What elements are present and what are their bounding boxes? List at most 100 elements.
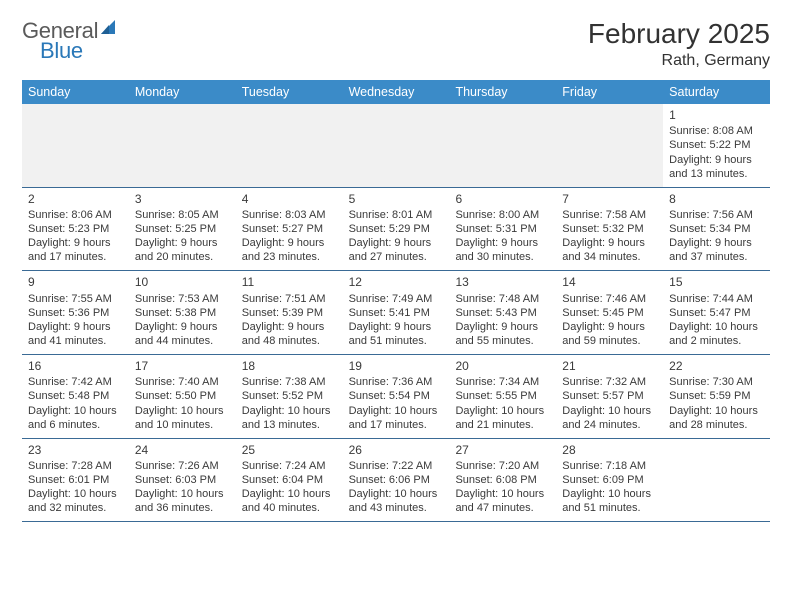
logo-text: General Blue	[22, 18, 119, 70]
day-sunset: Sunset: 5:55 PM	[455, 389, 550, 403]
day-cell: 25Sunrise: 7:24 AMSunset: 6:04 PMDayligh…	[236, 439, 343, 522]
day-number: 5	[349, 190, 444, 208]
day-number: 19	[349, 357, 444, 375]
day-number: 8	[669, 190, 764, 208]
weekday-header: Tuesday	[236, 80, 343, 104]
day-cell: 7Sunrise: 7:58 AMSunset: 5:32 PMDaylight…	[556, 188, 663, 271]
day-sunset: Sunset: 5:39 PM	[242, 306, 337, 320]
day-number: 25	[242, 441, 337, 459]
day-sunrise: Sunrise: 7:36 AM	[349, 375, 444, 389]
day-number: 20	[455, 357, 550, 375]
day-dl1: Daylight: 9 hours	[28, 320, 123, 334]
day-dl2: and 47 minutes.	[455, 501, 550, 515]
day-dl1: Daylight: 10 hours	[28, 487, 123, 501]
day-dl1: Daylight: 9 hours	[669, 153, 764, 167]
day-sunset: Sunset: 5:54 PM	[349, 389, 444, 403]
day-dl1: Daylight: 9 hours	[669, 236, 764, 250]
day-sunset: Sunset: 6:01 PM	[28, 473, 123, 487]
day-number: 22	[669, 357, 764, 375]
day-cell: 26Sunrise: 7:22 AMSunset: 6:06 PMDayligh…	[343, 439, 450, 522]
day-cell: 16Sunrise: 7:42 AMSunset: 5:48 PMDayligh…	[22, 355, 129, 438]
day-cell-empty	[556, 104, 663, 187]
day-cell: 23Sunrise: 7:28 AMSunset: 6:01 PMDayligh…	[22, 439, 129, 522]
day-dl1: Daylight: 10 hours	[349, 404, 444, 418]
day-dl1: Daylight: 9 hours	[135, 320, 230, 334]
day-dl2: and 41 minutes.	[28, 334, 123, 348]
day-cell: 18Sunrise: 7:38 AMSunset: 5:52 PMDayligh…	[236, 355, 343, 438]
day-sunset: Sunset: 6:09 PM	[562, 473, 657, 487]
day-sunrise: Sunrise: 7:24 AM	[242, 459, 337, 473]
day-dl1: Daylight: 9 hours	[242, 320, 337, 334]
day-cell: 6Sunrise: 8:00 AMSunset: 5:31 PMDaylight…	[449, 188, 556, 271]
day-cell: 15Sunrise: 7:44 AMSunset: 5:47 PMDayligh…	[663, 271, 770, 354]
day-number: 23	[28, 441, 123, 459]
day-sunset: Sunset: 6:03 PM	[135, 473, 230, 487]
day-cell: 27Sunrise: 7:20 AMSunset: 6:08 PMDayligh…	[449, 439, 556, 522]
weekday-header: Friday	[556, 80, 663, 104]
weekday-header: Wednesday	[343, 80, 450, 104]
day-sunrise: Sunrise: 7:42 AM	[28, 375, 123, 389]
day-sunrise: Sunrise: 7:30 AM	[669, 375, 764, 389]
day-sunrise: Sunrise: 7:18 AM	[562, 459, 657, 473]
day-sunset: Sunset: 5:31 PM	[455, 222, 550, 236]
day-cell: 2Sunrise: 8:06 AMSunset: 5:23 PMDaylight…	[22, 188, 129, 271]
day-dl2: and 23 minutes.	[242, 250, 337, 264]
day-dl2: and 32 minutes.	[28, 501, 123, 515]
day-cell: 24Sunrise: 7:26 AMSunset: 6:03 PMDayligh…	[129, 439, 236, 522]
day-dl2: and 17 minutes.	[349, 418, 444, 432]
day-sunset: Sunset: 6:06 PM	[349, 473, 444, 487]
day-dl2: and 43 minutes.	[349, 501, 444, 515]
day-sunrise: Sunrise: 7:34 AM	[455, 375, 550, 389]
day-sunrise: Sunrise: 7:28 AM	[28, 459, 123, 473]
day-dl1: Daylight: 9 hours	[455, 236, 550, 250]
day-number: 12	[349, 273, 444, 291]
day-dl1: Daylight: 10 hours	[669, 404, 764, 418]
day-number: 14	[562, 273, 657, 291]
day-sunrise: Sunrise: 7:56 AM	[669, 208, 764, 222]
day-dl1: Daylight: 10 hours	[242, 487, 337, 501]
day-dl1: Daylight: 10 hours	[455, 404, 550, 418]
day-dl2: and 51 minutes.	[562, 501, 657, 515]
day-dl2: and 20 minutes.	[135, 250, 230, 264]
logo-sail-icon	[99, 18, 119, 38]
day-number: 9	[28, 273, 123, 291]
day-dl2: and 59 minutes.	[562, 334, 657, 348]
day-sunrise: Sunrise: 8:01 AM	[349, 208, 444, 222]
day-number: 7	[562, 190, 657, 208]
day-sunset: Sunset: 5:29 PM	[349, 222, 444, 236]
week-row: 23Sunrise: 7:28 AMSunset: 6:01 PMDayligh…	[22, 439, 770, 523]
logo: General Blue	[22, 18, 119, 70]
day-number: 13	[455, 273, 550, 291]
day-number: 27	[455, 441, 550, 459]
weekday-header-row: Sunday Monday Tuesday Wednesday Thursday…	[22, 80, 770, 104]
day-cell-empty	[236, 104, 343, 187]
day-cell: 3Sunrise: 8:05 AMSunset: 5:25 PMDaylight…	[129, 188, 236, 271]
day-sunrise: Sunrise: 7:22 AM	[349, 459, 444, 473]
day-cell: 1Sunrise: 8:08 AMSunset: 5:22 PMDaylight…	[663, 104, 770, 187]
day-dl2: and 27 minutes.	[349, 250, 444, 264]
header: General Blue February 2025 Rath, Germany	[22, 18, 770, 70]
day-dl2: and 37 minutes.	[669, 250, 764, 264]
week-row: 1Sunrise: 8:08 AMSunset: 5:22 PMDaylight…	[22, 104, 770, 188]
day-dl2: and 10 minutes.	[135, 418, 230, 432]
day-dl1: Daylight: 10 hours	[349, 487, 444, 501]
day-cell: 10Sunrise: 7:53 AMSunset: 5:38 PMDayligh…	[129, 271, 236, 354]
day-sunset: Sunset: 5:57 PM	[562, 389, 657, 403]
day-dl1: Daylight: 10 hours	[135, 404, 230, 418]
day-dl2: and 40 minutes.	[242, 501, 337, 515]
day-dl2: and 2 minutes.	[669, 334, 764, 348]
day-cell: 20Sunrise: 7:34 AMSunset: 5:55 PMDayligh…	[449, 355, 556, 438]
day-sunset: Sunset: 5:27 PM	[242, 222, 337, 236]
day-sunset: Sunset: 6:08 PM	[455, 473, 550, 487]
day-dl1: Daylight: 10 hours	[455, 487, 550, 501]
day-sunrise: Sunrise: 7:40 AM	[135, 375, 230, 389]
day-dl1: Daylight: 9 hours	[28, 236, 123, 250]
day-sunrise: Sunrise: 7:44 AM	[669, 292, 764, 306]
day-dl1: Daylight: 9 hours	[242, 236, 337, 250]
day-number: 1	[669, 106, 764, 124]
day-sunrise: Sunrise: 8:06 AM	[28, 208, 123, 222]
day-sunrise: Sunrise: 8:08 AM	[669, 124, 764, 138]
day-dl2: and 13 minutes.	[669, 167, 764, 181]
day-dl2: and 48 minutes.	[242, 334, 337, 348]
day-dl2: and 36 minutes.	[135, 501, 230, 515]
